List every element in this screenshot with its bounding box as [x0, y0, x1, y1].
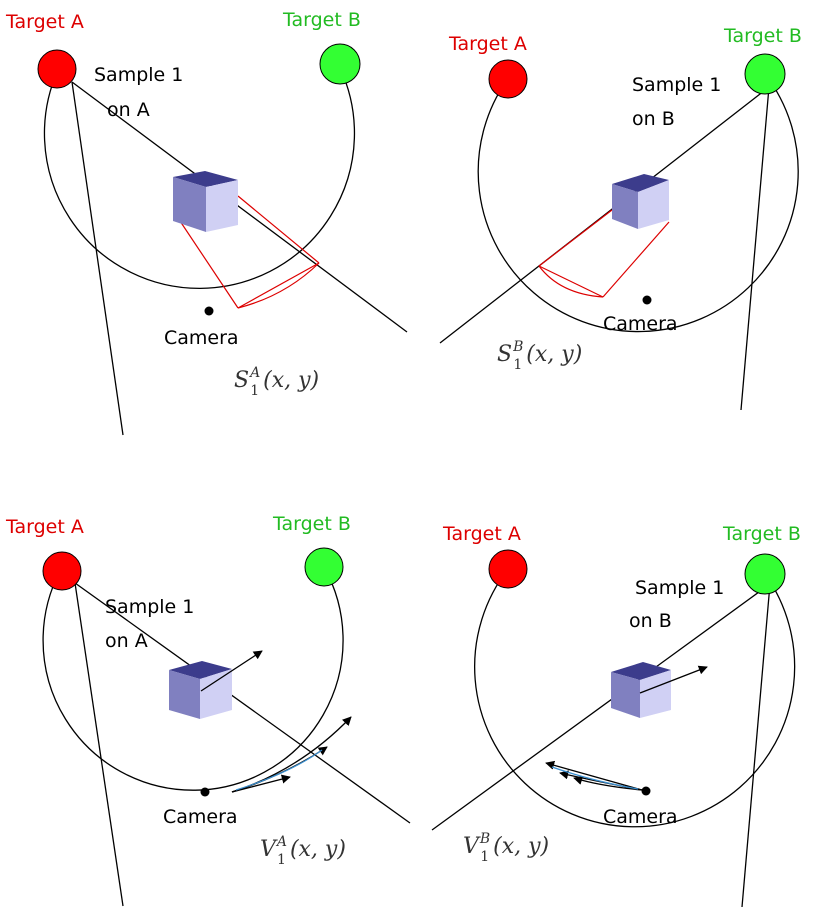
sample-label-line1: Sample 1 [635, 577, 724, 599]
sample-ray-down [741, 583, 771, 908]
cube [612, 174, 669, 229]
camera-point [642, 295, 652, 305]
sample-label-line1: Sample 1 [94, 64, 183, 86]
camera-label: Camera [603, 806, 678, 828]
camera-point [204, 306, 214, 316]
target-a-label: Target A [5, 11, 84, 33]
arc-motion-arrow [545, 760, 643, 791]
camera-point [641, 786, 651, 796]
target-a-label: Target A [442, 523, 521, 545]
target-b-sphere [744, 53, 786, 95]
motion-vectors [200, 650, 352, 793]
formula-v1a: VA 1 (x, y) [260, 834, 346, 868]
target-a-label: Target A [5, 516, 84, 538]
target-b-sphere [319, 43, 361, 85]
target-a-sphere [488, 59, 528, 99]
target-b-label: Target B [282, 9, 361, 31]
target-a-sphere [42, 551, 82, 591]
panel-v1b: Target A Target B Sample 1 on B Camera V… [431, 523, 801, 908]
sample-label-line2: on B [629, 610, 672, 632]
arc-motion-arrow [573, 776, 643, 791]
view-frustum [173, 195, 320, 309]
target-a-sphere [37, 49, 77, 89]
camera-label: Camera [164, 327, 239, 349]
panel-s1a: Target A Target B Sample 1 on A Camera S… [5, 9, 408, 436]
sample-label-line1: Sample 1 [105, 596, 194, 618]
camera-path-arc [43, 67, 356, 290]
target-b-label: Target B [723, 25, 802, 47]
cube [173, 171, 238, 232]
formula-s1a: SA 1 (x, y) [234, 365, 319, 399]
target-a-sphere [488, 549, 528, 589]
formula-v1b: VB 1 (x, y) [463, 831, 549, 865]
sample-label-line1: Sample 1 [632, 74, 721, 96]
cube-motion-arrow [639, 665, 708, 694]
panel-s1b: Target A Target B Sample 1 on B Camera S… [439, 25, 802, 411]
target-b-sphere [744, 553, 786, 595]
cube-motion-arrow [200, 650, 263, 692]
target-a-label: Target A [448, 33, 527, 55]
sample-ray-diagonal [74, 582, 411, 824]
camera-label: Camera [163, 806, 238, 828]
sample-ray-diagonal [71, 81, 408, 333]
sample-ray-down [71, 81, 124, 436]
cube [169, 661, 232, 719]
camera-path-arc [474, 568, 796, 828]
target-b-sphere [304, 547, 344, 587]
camera-point [200, 787, 210, 797]
motion-vectors [545, 665, 708, 791]
sample-label-line2: on A [107, 99, 150, 121]
sample-ray-diagonal [431, 583, 771, 831]
camera-label: Camera [603, 313, 678, 335]
camera-path-arc [477, 73, 799, 333]
sample-label-line2: on A [105, 630, 148, 652]
sample-label-line2: on B [632, 108, 675, 130]
camera-path-arc [42, 566, 344, 791]
formula-s1b: SB 1 (x, y) [497, 339, 582, 373]
sample-ray-down [74, 582, 124, 907]
view-frustum [538, 209, 670, 298]
arc-motion-arrow [231, 716, 352, 793]
cube [611, 662, 671, 718]
panel-v1a: Target A Target B Sample 1 on A Camera V… [5, 513, 411, 907]
target-b-label: Target B [722, 523, 801, 545]
target-b-label: Target B [272, 513, 351, 535]
sample-ray-down [740, 86, 770, 411]
arc-motion-arrow [231, 774, 291, 793]
